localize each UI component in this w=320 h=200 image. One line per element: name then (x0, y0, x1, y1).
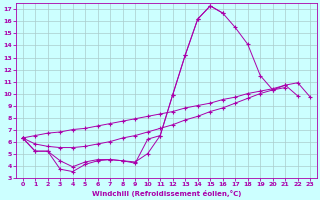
X-axis label: Windchill (Refroidissement éolien,°C): Windchill (Refroidissement éolien,°C) (92, 190, 241, 197)
